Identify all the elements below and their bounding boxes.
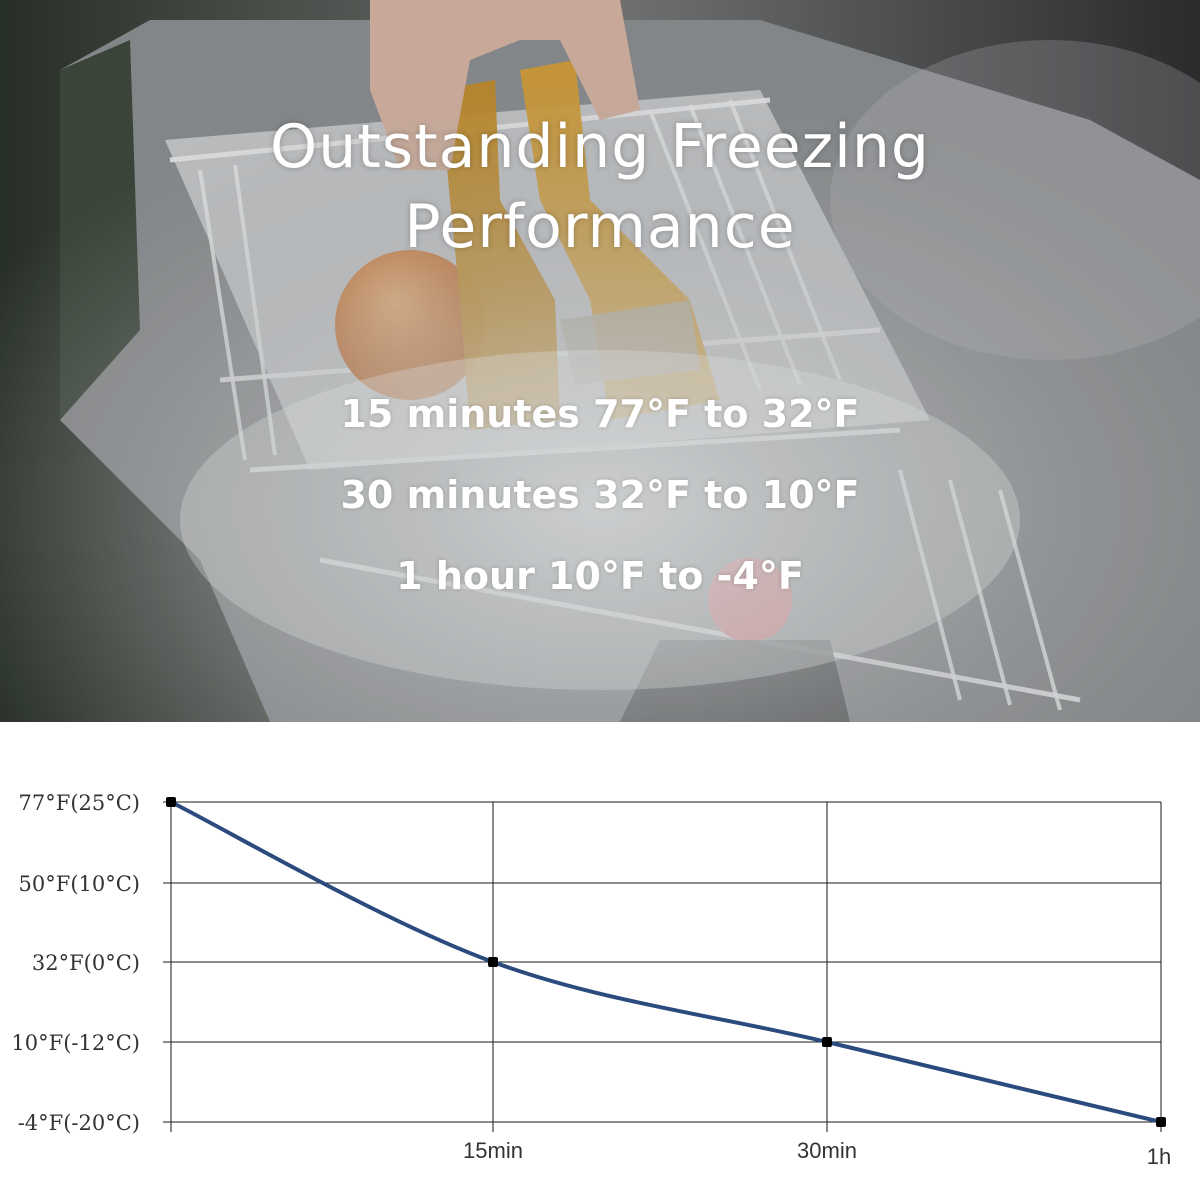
hero-title-line2: Performance: [404, 192, 796, 262]
stat-30-minutes: 30 minutes 32°F to 10°F: [340, 473, 860, 517]
x-tick-label: 30min: [797, 1138, 857, 1163]
hero-title-line1: Outstanding Freezing: [270, 112, 930, 182]
y-tick-label: 10°F(-12°C): [11, 1031, 140, 1055]
temperature-chart: 77°F(25°C) 50°F(10°C) 32°F(0°C) 10°F(-12°C)…: [11, 791, 1171, 1169]
fridge-photo-illustration: [0, 0, 1200, 722]
x-axis-tick-labels: 15min 30min 1h: [463, 1138, 1171, 1169]
y-axis-tick-labels: 77°F(25°C) 50°F(10°C) 32°F(0°C) 10°F(-12°C)…: [11, 791, 140, 1135]
data-point-1: [488, 957, 498, 967]
stat-15-minutes: 15 minutes 77°F to 32°F: [340, 392, 860, 436]
y-tick-label: 32°F(0°C): [32, 951, 140, 975]
hero-photo: Outstanding Freezing Performance 15 minu…: [0, 0, 1200, 722]
data-point-2: [822, 1037, 832, 1047]
data-point-0: [166, 797, 176, 807]
data-point-3: [1156, 1117, 1166, 1127]
y-tick-label: -4°F(-20°C): [18, 1111, 140, 1135]
x-tick-label: 15min: [463, 1138, 523, 1163]
stat-1-hour: 1 hour 10°F to -4°F: [396, 554, 804, 598]
y-tick-label: 50°F(10°C): [19, 872, 140, 896]
data-point-markers: [166, 797, 1166, 1127]
chart-gridlines: [163, 801, 1162, 1132]
x-tick-label: 1h: [1147, 1144, 1171, 1169]
y-tick-label: 77°F(25°C): [19, 791, 140, 815]
temperature-line: [169, 800, 1163, 1124]
